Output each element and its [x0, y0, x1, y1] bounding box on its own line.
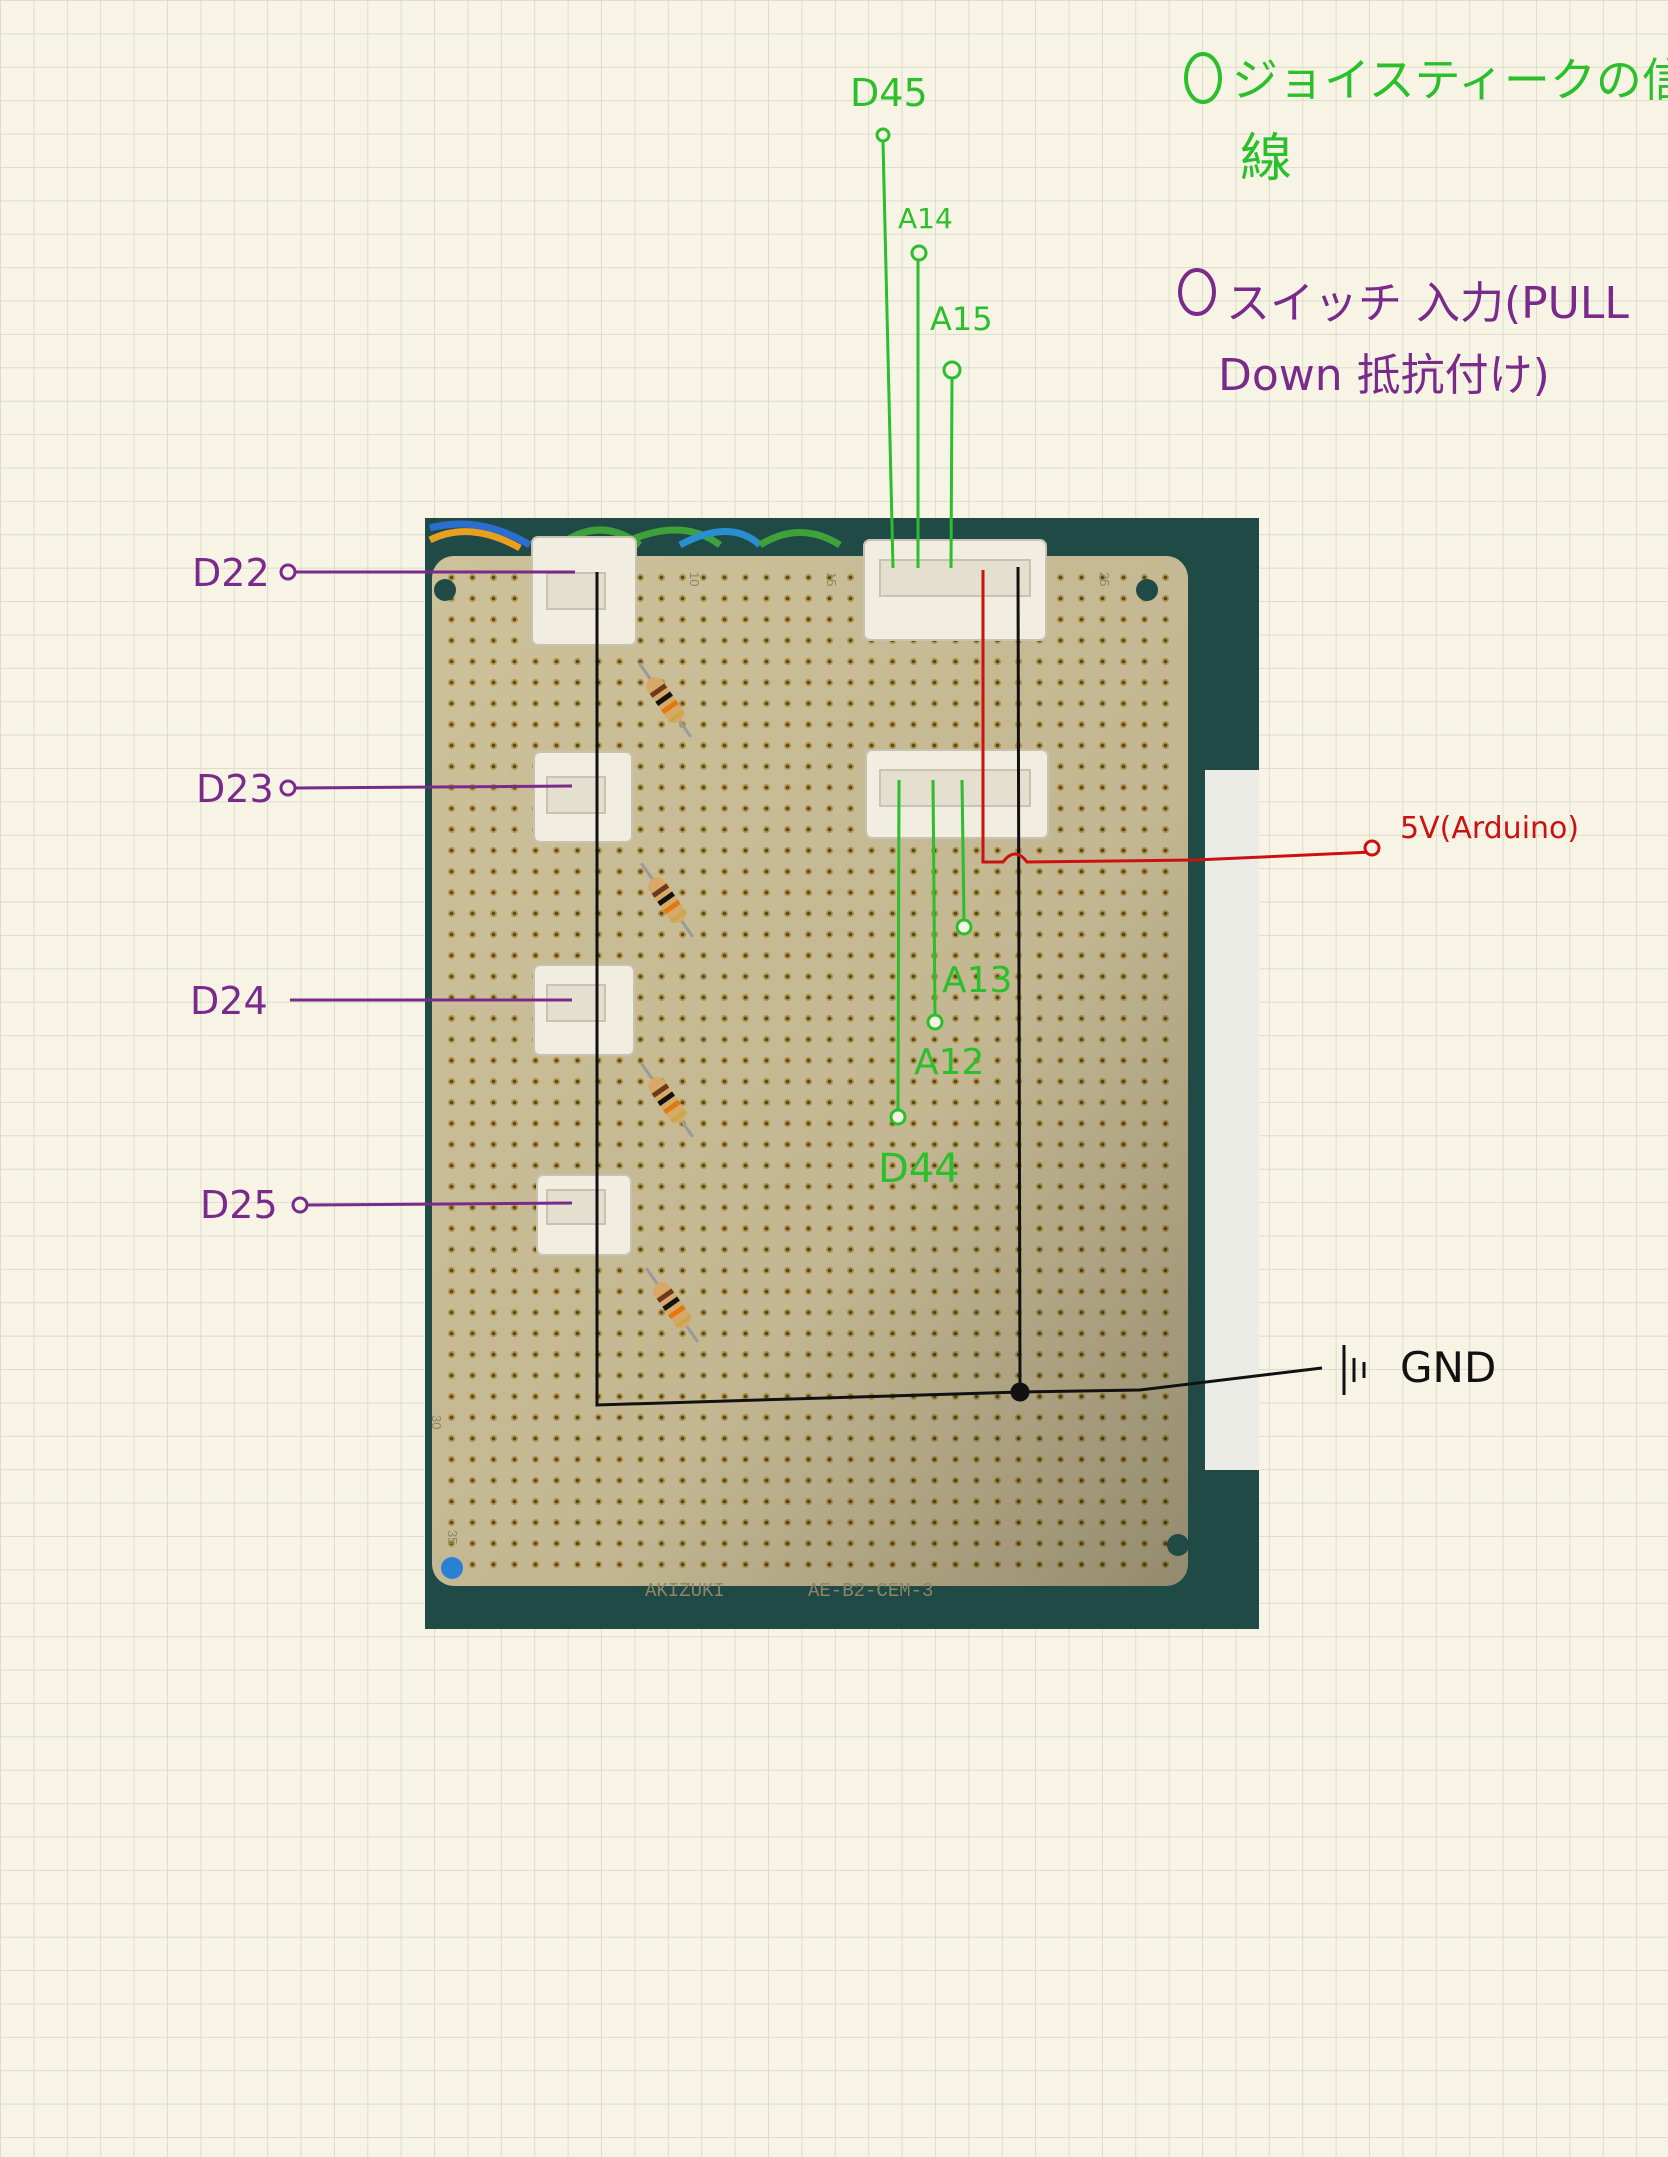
label-d22: D22 [192, 551, 270, 595]
label-d24: D24 [190, 979, 268, 1023]
switch-connector-3 [533, 964, 635, 1056]
legend-joystick: ジョイスティークの信号 線 [1184, 52, 1668, 189]
resistor-4 [644, 1267, 700, 1343]
joy-terminal-d44 [889, 1108, 907, 1126]
silkscreen-model: AE-B2-CEM-3 [808, 1580, 933, 1602]
label-d45: D45 [850, 71, 928, 115]
switch-labels: D22 D23 D24 D25 [190, 551, 278, 1227]
label-d25: D25 [200, 1183, 278, 1227]
legend-joystick-line2: 線 [1240, 129, 1292, 189]
label-gnd: GND [1400, 1343, 1496, 1392]
switch-terminal-d23 [279, 779, 297, 797]
resistor-3 [639, 1062, 695, 1138]
legend-switch-bullet [1178, 268, 1216, 316]
legend-switch: スイッチ 入力(PULL Down 抵抗付け) [1178, 268, 1629, 401]
joystick-wiring [875, 127, 973, 1126]
joystick-labels: D45 A14 A15 A13 A12 D44 [850, 71, 1012, 1192]
gnd-junction [1010, 1382, 1030, 1402]
joy-wire-d44 [896, 779, 901, 1111]
silkscreen-row-35: 35 [445, 1530, 460, 1544]
joystick-connector-top [863, 539, 1047, 641]
silkscreen-col-25: 25 [1097, 572, 1112, 586]
gnd-left-rail [595, 572, 1021, 1407]
power-wiring [981, 570, 1381, 864]
switch-terminal-d22 [279, 563, 297, 581]
switch-wire-d25 [307, 1201, 573, 1207]
joy-terminal-a14 [910, 244, 928, 262]
power-terminal [1363, 839, 1381, 857]
resistor-1 [637, 662, 693, 738]
mount-hole-tr [1136, 579, 1158, 601]
joy-terminal-a13 [955, 918, 973, 936]
legend-switch-line1: スイッチ 入力(PULL [1226, 278, 1629, 329]
legend-switch-line2: Down 抵抗付け) [1218, 350, 1550, 401]
gnd-right-rail [1016, 566, 1022, 1393]
blue-knob [441, 1557, 463, 1579]
mount-hole-br [1167, 1534, 1189, 1556]
label-d44: D44 [878, 1146, 960, 1192]
switch-wire-d23 [294, 784, 573, 790]
silkscreen-row-30: 30 [429, 1415, 444, 1429]
joy-wire-a13 [960, 779, 966, 921]
joy-wire-d45 [881, 141, 895, 569]
switch-terminal-d25 [291, 1196, 309, 1214]
label-a13: A13 [942, 960, 1012, 1001]
label-d23: D23 [196, 767, 274, 811]
resistor-2 [639, 862, 695, 938]
silkscreen-maker: AKIZUKI [645, 1580, 725, 1602]
white-box-right [1205, 770, 1259, 1470]
label-power: 5V(Arduino) [1400, 811, 1579, 846]
joystick-connector-mid [865, 749, 1049, 839]
gnd-wiring [595, 566, 1366, 1407]
label-a14: A14 [898, 202, 953, 235]
power-rail [981, 570, 1373, 864]
switch-connector-4 [536, 1174, 632, 1256]
joy-terminal-a15 [942, 360, 962, 380]
mount-hole-tl [434, 579, 456, 601]
joy-wire-a12 [931, 779, 937, 1016]
label-a15: A15 [930, 300, 993, 338]
legend-joystick-bullet [1184, 52, 1222, 104]
switch-connector-2 [533, 751, 633, 843]
legend-joystick-line1: ジョイスティークの信号 [1232, 53, 1668, 107]
switch-wiring [279, 563, 575, 1214]
silkscreen-col-10: 10 [687, 572, 702, 586]
board-photo: AKIZUKI AE-B2-CEM-3 10 15 25 30 35 [425, 518, 1259, 1629]
perfboard-shade [432, 556, 1188, 1586]
joy-terminal-d45 [875, 127, 891, 143]
label-a12: A12 [914, 1042, 984, 1083]
gnd-out-line [1019, 1366, 1323, 1394]
switch-connector-1 [531, 536, 637, 646]
joy-wire-a15 [949, 376, 954, 569]
joy-terminal-a12 [926, 1013, 944, 1031]
silkscreen-col-15: 15 [824, 572, 839, 586]
